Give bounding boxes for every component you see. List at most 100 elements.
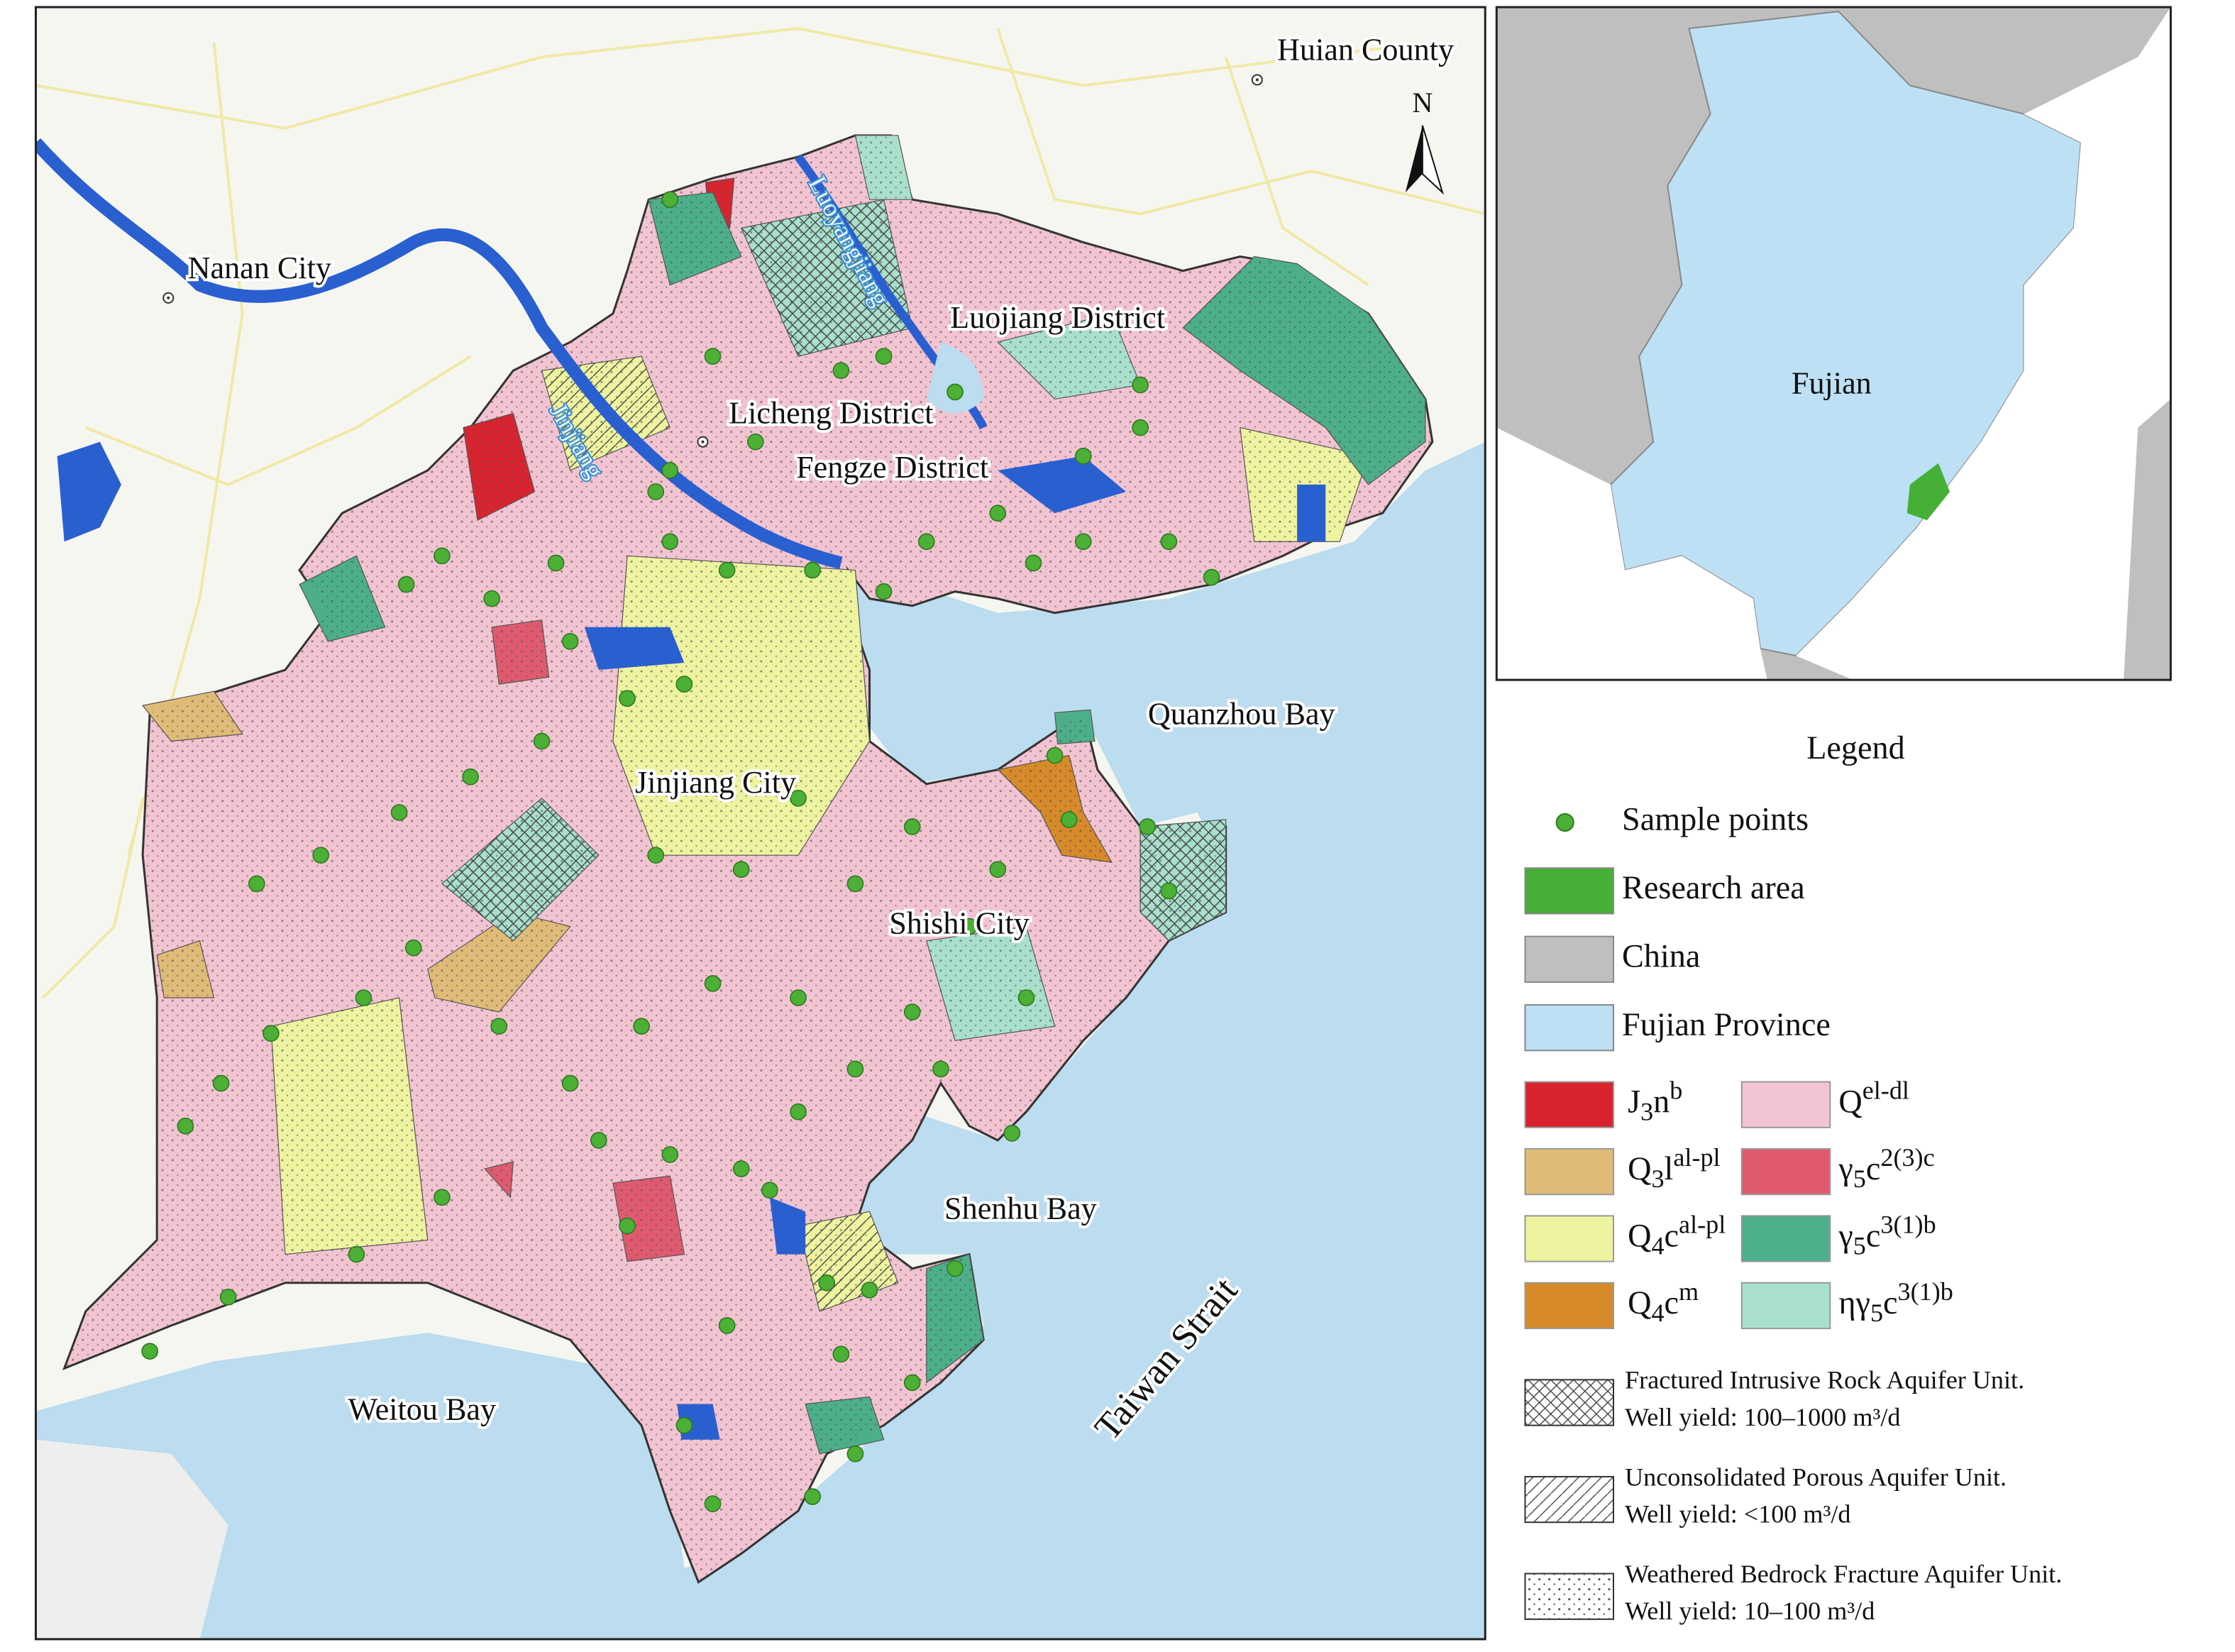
sample-point <box>932 1060 949 1078</box>
legend-symbol <box>1524 1282 1615 1330</box>
island <box>35 1439 228 1639</box>
formation-subscript: 3 <box>1651 1164 1664 1193</box>
legend-label: Q4cm <box>1628 1277 1699 1327</box>
sample-point <box>647 847 665 864</box>
sample-point <box>761 1182 778 1199</box>
city-marker-dot <box>167 296 170 299</box>
sample-point <box>675 676 693 693</box>
inset-land-other <box>1496 427 1767 681</box>
legend-symbol <box>1740 1215 1831 1262</box>
sample-point <box>561 633 579 650</box>
sample-point <box>818 1274 836 1292</box>
sample-point <box>547 554 565 572</box>
sample-point <box>404 939 422 957</box>
formation-subscript: 3 <box>1640 1098 1653 1126</box>
legend-label: γ5c3(1)b <box>1838 1211 1936 1260</box>
sample-point <box>903 818 921 835</box>
legend-label: Research area <box>1622 869 1805 905</box>
sample-point <box>483 590 501 607</box>
sample-point <box>746 433 764 451</box>
sample-points <box>141 191 1220 1512</box>
place-label: Nanan City <box>188 250 331 285</box>
sample-point <box>989 505 1007 522</box>
sample-point <box>633 1018 650 1035</box>
legend-symbol <box>1524 1379 1615 1426</box>
sample-point <box>704 975 722 992</box>
sample-point <box>1074 447 1092 465</box>
formation-symbol: Q <box>1628 1284 1651 1320</box>
sample-point <box>1160 882 1178 900</box>
sample-point <box>718 561 736 579</box>
formation-letters: c <box>1665 1284 1679 1320</box>
legend-label: Qel-dl <box>1838 1076 1909 1119</box>
legend: Sample points Research area China Fujian Pr… <box>1524 801 2062 1625</box>
city-marker-dot <box>1255 78 1259 82</box>
sample-point <box>846 875 864 893</box>
formation-subscript: 5 <box>1870 1299 1883 1327</box>
place-label: Huian County <box>1277 32 1454 67</box>
formation-letters: c <box>1866 1150 1881 1186</box>
main-map: N Huian County Nanan City Luojiang Distric… <box>35 7 1486 1639</box>
inset-taiwan <box>2124 399 2171 681</box>
sample-point <box>390 804 408 821</box>
sample-point <box>917 533 935 551</box>
legend-symbol <box>1524 1081 1615 1128</box>
sample-point <box>397 576 415 593</box>
sample-point <box>348 1245 365 1263</box>
sample-point <box>1132 419 1149 436</box>
north-label: N <box>1412 87 1433 119</box>
legend-label: Fujian Province <box>1622 1006 1831 1042</box>
formation-superscript: 3(1)b <box>1880 1211 1936 1239</box>
formation-letters: c <box>1665 1217 1679 1253</box>
legend-label: ηγ5c3(1)b <box>1838 1277 1953 1327</box>
sample-point <box>832 362 850 380</box>
formation-subscript: 4 <box>1651 1232 1664 1260</box>
place-label: Fengze District <box>796 450 989 485</box>
sample-point <box>533 732 551 750</box>
legend-label: Well yield: <100 m³/d <box>1625 1499 1850 1528</box>
sample-point <box>832 1345 850 1363</box>
sample-point <box>947 1260 964 1277</box>
sea <box>35 441 1486 1639</box>
place-label: Licheng District <box>729 396 934 431</box>
sample-point <box>704 1495 722 1512</box>
roads <box>35 27 1486 999</box>
sample-point <box>790 789 807 807</box>
place-label: Luojiang District <box>950 300 1166 335</box>
legend-symbol <box>1524 1475 1615 1524</box>
formation-superscript: 2(3)c <box>1880 1143 1934 1172</box>
sample-point <box>875 583 893 600</box>
formation-superscript: b <box>1670 1076 1682 1105</box>
legend-symbol <box>1524 1004 1615 1052</box>
legend-symbol <box>1740 1147 1831 1196</box>
legend-label: China <box>1622 937 1700 974</box>
sample-point <box>1074 533 1092 551</box>
sample-point <box>434 1189 451 1206</box>
sample-point <box>661 191 679 209</box>
formation-letters: c <box>1866 1217 1881 1253</box>
inset-frame <box>1495 6 2172 681</box>
sample-point <box>561 1074 579 1092</box>
formation-symbol: γ <box>1838 1217 1853 1253</box>
inset-sea <box>1796 7 2171 681</box>
sample-point <box>490 1018 508 1035</box>
sample-point <box>947 383 964 401</box>
sample-point <box>1025 554 1042 572</box>
legend-symbol <box>1524 935 1615 983</box>
sample-point <box>1139 818 1157 835</box>
estuary <box>926 342 984 414</box>
legend-label: Weathered Bedrock Fracture Aquifer Unit. <box>1625 1560 2062 1588</box>
place-label: Shishi City <box>889 906 1030 941</box>
sample-point <box>661 533 679 551</box>
sample-point <box>846 1060 864 1078</box>
sample-point <box>732 1160 750 1177</box>
north-arrow: N <box>1405 87 1444 195</box>
sample-point <box>647 483 665 500</box>
sample-point <box>861 1281 878 1299</box>
sample-point <box>1060 811 1078 828</box>
sample-point <box>732 861 750 879</box>
formation-superscript: al-pl <box>1679 1211 1726 1239</box>
sample-point <box>177 1117 194 1135</box>
sample-point <box>219 1289 237 1306</box>
place-label: Shenhu Bay <box>944 1191 1097 1226</box>
